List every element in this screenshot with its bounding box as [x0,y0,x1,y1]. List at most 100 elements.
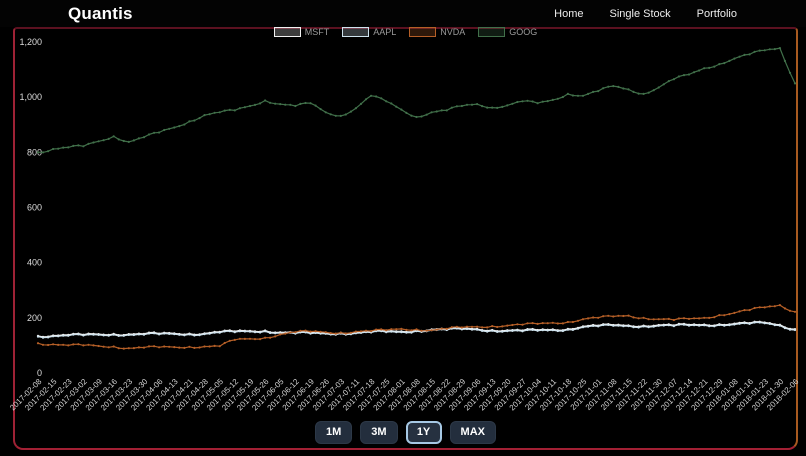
data-point [566,92,570,95]
legend-item-goog[interactable]: GOOG [478,27,537,37]
data-point [309,102,312,105]
legend-item-msft[interactable]: MSFT [273,27,329,37]
range-button-max[interactable]: MAX [449,421,496,444]
data-point [728,324,731,327]
data-point [400,331,403,334]
data-point [748,53,751,56]
data-point [41,336,45,339]
brand-logo[interactable]: Quantis [68,3,133,23]
data-point [319,108,322,111]
data-point [92,141,95,144]
data-point [132,139,135,142]
data-point [203,114,206,117]
data-point [127,333,130,336]
data-point [36,342,40,345]
data-point [551,98,554,101]
data-point [158,346,161,349]
data-point [395,328,398,331]
data-point [41,151,45,154]
data-point [778,47,782,50]
data-point [728,313,731,316]
data-point [536,329,539,332]
y-axis-tick: 1,200 [19,37,42,47]
data-point [703,316,706,319]
data-point [380,330,383,333]
data-point [309,332,312,335]
data-point [476,328,479,331]
data-point [57,343,60,346]
data-point [576,319,580,322]
data-point [243,330,246,333]
data-point [657,86,660,89]
data-point [597,90,600,93]
series-line-nvda [37,304,796,350]
legend-label: NVDA [440,27,466,37]
data-point [415,330,418,333]
nav-portfolio[interactable]: Portfolio [696,7,737,20]
data-point [375,330,378,333]
data-point [470,325,474,328]
data-point [536,322,539,325]
series-line-goog [37,47,796,154]
price-chart[interactable]: 02004006008001,0001,2002017-02-082017-02… [8,29,801,421]
data-point [52,343,55,346]
data-point [713,316,716,319]
data-point [127,347,130,350]
data-point [57,147,60,150]
data-point [556,97,559,100]
data-point [506,324,509,327]
data-point [163,128,166,132]
nav-single-stock[interactable]: Single Stock [609,7,671,20]
data-point [294,331,297,334]
data-point [233,338,236,341]
range-button-1m[interactable]: 1M [314,421,353,444]
data-point [72,333,75,336]
data-point [52,147,55,151]
data-point [147,345,151,348]
data-point [581,94,585,97]
data-point [632,90,635,93]
data-point [758,306,761,309]
data-point [556,322,559,325]
range-button-3m[interactable]: 3M [360,421,398,444]
data-point [748,322,751,325]
data-point [102,345,105,348]
data-point [450,106,453,109]
data-point [112,135,115,138]
legend-item-aapl[interactable]: AAPL [342,27,396,37]
data-point [390,328,393,331]
nav-home[interactable]: Home [554,7,584,20]
data-point [218,331,221,334]
data-point [677,317,681,320]
data-point [622,325,625,328]
data-point [597,325,600,328]
data-point [203,345,206,348]
data-point [652,318,655,321]
data-point [178,333,181,336]
legend-item-nvda[interactable]: NVDA [409,27,465,37]
data-point [238,330,241,333]
data-point [380,328,383,331]
range-button-1y[interactable]: 1Y [405,421,442,444]
data-point [390,330,393,333]
data-point [228,108,231,111]
data-point [193,346,196,349]
data-point [248,330,252,333]
data-point [481,329,484,332]
data-point [344,332,347,335]
data-point [531,328,534,331]
data-point [238,107,241,110]
data-point [395,331,398,334]
data-point [793,82,797,85]
data-point [642,92,645,95]
data-point [203,333,206,336]
y-axis-tick: 400 [27,258,42,268]
data-point [168,127,171,130]
data-point [213,331,216,334]
data-point [153,131,156,134]
data-point [511,323,514,327]
data-point [612,85,615,88]
data-point [359,102,363,105]
data-point [137,137,140,140]
data-point [541,100,544,103]
